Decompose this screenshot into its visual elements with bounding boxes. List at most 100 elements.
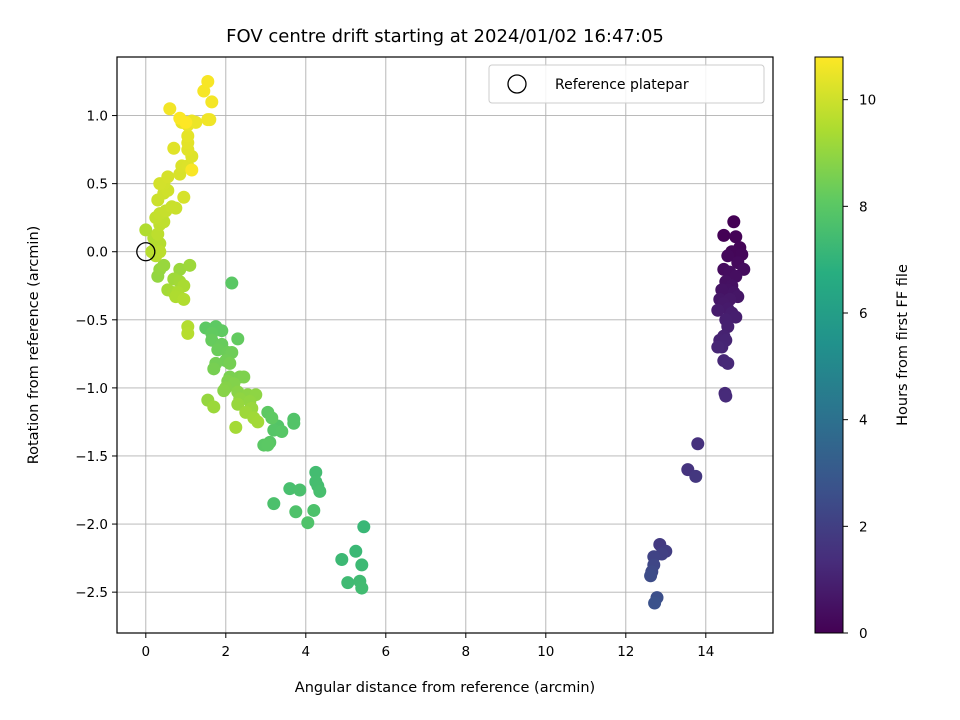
data-point (217, 384, 231, 398)
legend: Reference platepar (488, 64, 765, 104)
plot-frame (116, 56, 774, 634)
data-point (167, 141, 181, 155)
data-point (181, 129, 195, 143)
data-point (267, 497, 281, 511)
y-tick-label: 0.5 (87, 177, 108, 193)
y-tick-label: 1.0 (87, 109, 108, 125)
data-point (287, 416, 301, 430)
x-tick-label: 10 (537, 644, 554, 660)
y-tick-label: −1.0 (75, 381, 108, 397)
data-point (185, 163, 199, 177)
data-point (691, 437, 705, 451)
data-point (173, 262, 187, 276)
colorbar-label: Hours from first FF file (895, 264, 911, 426)
x-tick-label: 6 (382, 644, 391, 660)
data-point (157, 258, 171, 272)
data-point (335, 552, 349, 566)
data-points (139, 75, 751, 610)
data-point (201, 113, 215, 127)
data-point (183, 258, 197, 272)
x-axis-label: Angular distance from reference (arcmin) (295, 680, 595, 696)
data-point (163, 102, 177, 116)
x-tick-label: 2 (222, 644, 231, 660)
colorbar-tick-label: 6 (859, 306, 868, 322)
data-point (689, 469, 703, 483)
data-point (205, 95, 219, 109)
data-point (237, 370, 251, 384)
colorbar-tick-label: 10 (859, 93, 876, 109)
data-point (169, 201, 183, 215)
colorbar-tick-label: 8 (859, 199, 868, 215)
data-point (648, 596, 662, 610)
y-axis-ticks: 1.0 0.5 0.0 −0.5 −1.0 −1.5 −2.0 −2.5 (75, 109, 117, 601)
data-point (211, 343, 225, 357)
data-point (275, 424, 289, 438)
data-point (349, 544, 363, 558)
data-point (729, 310, 743, 324)
data-point (721, 249, 735, 263)
data-point (711, 340, 725, 354)
reference-point-marker (136, 242, 156, 262)
x-axis-ticks: 0 2 4 6 8 10 12 14 (142, 633, 714, 660)
data-point (357, 520, 371, 534)
data-point (293, 483, 307, 497)
data-point (309, 465, 323, 479)
data-point (231, 397, 245, 411)
data-point (711, 303, 725, 317)
data-point (717, 228, 731, 242)
data-point (231, 332, 245, 346)
y-tick-label: −1.5 (75, 449, 108, 465)
y-tick-label: 0.0 (87, 245, 108, 261)
data-point (301, 516, 315, 530)
data-point (721, 356, 735, 370)
data-point (179, 115, 193, 129)
colorbar-tick-label: 2 (859, 519, 868, 535)
data-point (265, 411, 279, 425)
data-point (223, 356, 237, 370)
legend-entry-label: Reference platepar (555, 77, 689, 93)
x-tick-label: 0 (142, 644, 151, 660)
y-axis-label: Rotation from reference (arcmin) (26, 226, 42, 465)
data-point (177, 292, 191, 306)
data-point (719, 389, 733, 403)
y-tick-label: −0.5 (75, 313, 108, 329)
data-point (251, 415, 265, 429)
colorbar-ticks: 0 2 4 6 8 10 (843, 93, 876, 642)
data-point (313, 484, 327, 498)
data-point (161, 170, 175, 184)
colorbar-tick-label: 0 (859, 626, 868, 642)
data-point (139, 223, 153, 237)
y-tick-label: −2.5 (75, 585, 108, 601)
x-tick-label: 8 (462, 644, 471, 660)
data-point (261, 438, 275, 452)
data-point (355, 558, 369, 572)
data-point (355, 581, 369, 595)
data-point (727, 215, 741, 229)
data-point (307, 503, 321, 517)
x-tick-label: 12 (617, 644, 634, 660)
data-point (341, 576, 355, 590)
legend-box (488, 64, 765, 104)
colorbar (814, 56, 844, 634)
data-point (201, 75, 215, 89)
data-point (189, 115, 203, 129)
x-tick-label: 14 (697, 644, 714, 660)
data-point (205, 333, 219, 347)
data-point (207, 362, 221, 376)
data-point (215, 324, 229, 338)
reference-marker-group (136, 242, 156, 262)
data-point (289, 505, 303, 519)
data-point (153, 245, 167, 259)
x-tick-label: 4 (302, 644, 311, 660)
data-point (181, 326, 195, 340)
grid-lines (117, 57, 773, 633)
chart-title: FOV centre drift starting at 2024/01/02 … (226, 26, 664, 47)
data-point (283, 482, 297, 496)
colorbar-tick-label: 4 (859, 413, 868, 429)
legend-reference-symbol (507, 74, 527, 94)
data-point (225, 276, 239, 290)
data-point (229, 420, 243, 434)
data-point (207, 400, 221, 414)
data-point (729, 230, 743, 244)
